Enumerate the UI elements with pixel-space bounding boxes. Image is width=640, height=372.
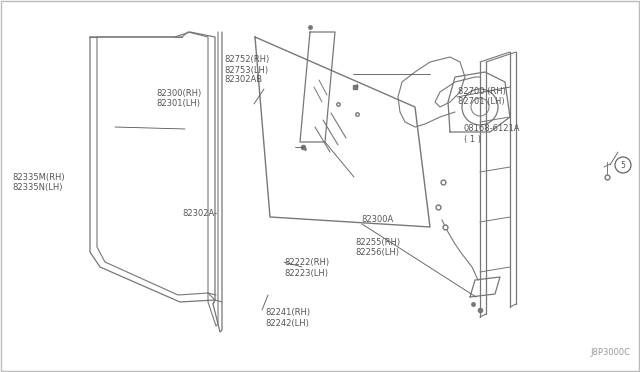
Text: 82752(RH)
82753(LH): 82752(RH) 82753(LH) [224,55,269,75]
Text: 82700 (RH)
82701 (LH): 82700 (RH) 82701 (LH) [458,87,506,106]
Text: 82241(RH)
82242(LH): 82241(RH) 82242(LH) [266,308,311,328]
Text: 82302AB: 82302AB [224,76,262,84]
Text: 82255(RH)
82256(LH): 82255(RH) 82256(LH) [355,238,401,257]
Text: 5: 5 [621,160,625,170]
Text: 82300(RH)
82301(LH): 82300(RH) 82301(LH) [157,89,202,108]
Text: J8P3000C: J8P3000C [590,348,630,357]
Text: 82335M(RH)
82335N(LH): 82335M(RH) 82335N(LH) [13,173,65,192]
Text: 82300A: 82300A [362,215,394,224]
Text: 82302A-: 82302A- [182,209,218,218]
Text: 82222(RH)
82223(LH): 82222(RH) 82223(LH) [285,258,330,278]
Text: 08168-6121A
( 1 ): 08168-6121A ( 1 ) [464,124,520,144]
